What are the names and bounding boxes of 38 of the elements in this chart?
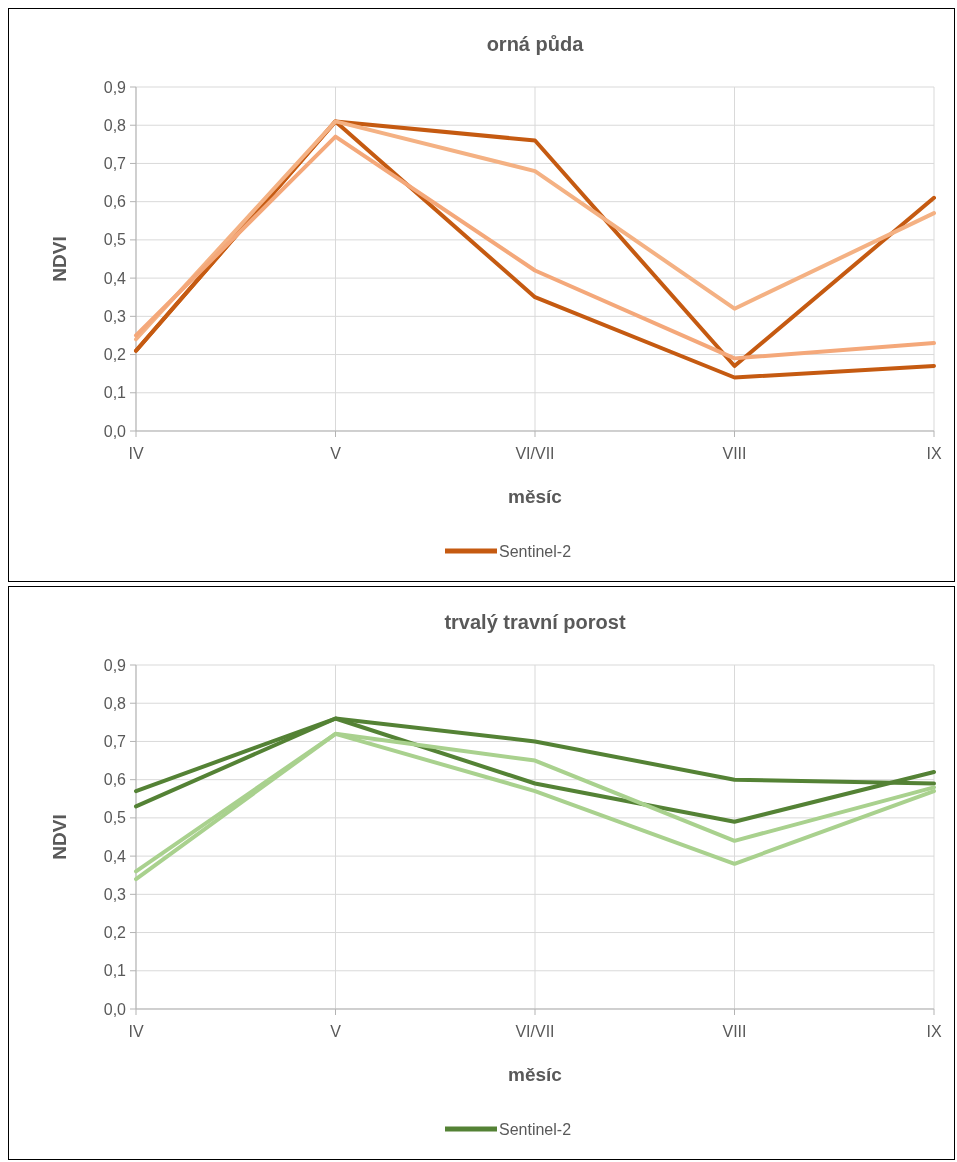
chart-title: orná půda [486, 33, 585, 55]
y-tick-label: 0,9 [103, 656, 127, 674]
x-axis-title: měsíc [508, 1064, 563, 1085]
y-tick-label: 0,5 [103, 231, 127, 249]
legend-label: Sentinel-2 [499, 542, 572, 560]
x-tick-label: V [330, 445, 342, 462]
x-tick-label: VIII [722, 1023, 747, 1040]
y-tick-label: 0,1 [103, 962, 127, 980]
y-tick-label: 0,4 [103, 269, 127, 287]
y-tick-label: 0,8 [103, 694, 127, 712]
y-tick-label: 0,6 [103, 193, 127, 211]
x-tick-label: VIII [722, 445, 747, 462]
legend-label: Sentinel-2 [499, 1120, 572, 1138]
y-tick-label: 0,6 [103, 771, 127, 789]
y-tick-label: 0,2 [103, 346, 127, 364]
y-tick-label: 0,0 [103, 422, 127, 440]
y-tick-label: 0,8 [103, 116, 127, 134]
x-axis-title: měsíc [508, 486, 563, 507]
y-tick-label: 0,3 [103, 307, 127, 325]
x-tick-label: VI/VII [515, 1023, 555, 1040]
y-tick-label: 0,5 [103, 809, 127, 827]
x-tick-label: VI/VII [515, 445, 555, 462]
y-tick-label: 0,0 [103, 1000, 127, 1018]
chart-title: trvalý travní porost [444, 611, 626, 633]
x-tick-label: V [330, 1023, 342, 1040]
x-tick-label: IV [128, 1023, 144, 1040]
y-axis-title: NDVI [49, 236, 70, 282]
y-tick-label: 0,7 [103, 155, 127, 173]
x-tick-label: IV [128, 445, 144, 462]
y-tick-label: 0,1 [103, 384, 127, 402]
x-tick-label: IX [926, 445, 942, 462]
y-tick-label: 0,3 [103, 885, 127, 903]
y-tick-label: 0,7 [103, 733, 127, 751]
y-tick-label: 0,2 [103, 924, 127, 942]
y-tick-label: 0,9 [103, 78, 127, 96]
y-tick-label: 0,4 [103, 847, 127, 865]
x-tick-label: IX [926, 1023, 942, 1040]
y-axis-title: NDVI [49, 814, 70, 860]
